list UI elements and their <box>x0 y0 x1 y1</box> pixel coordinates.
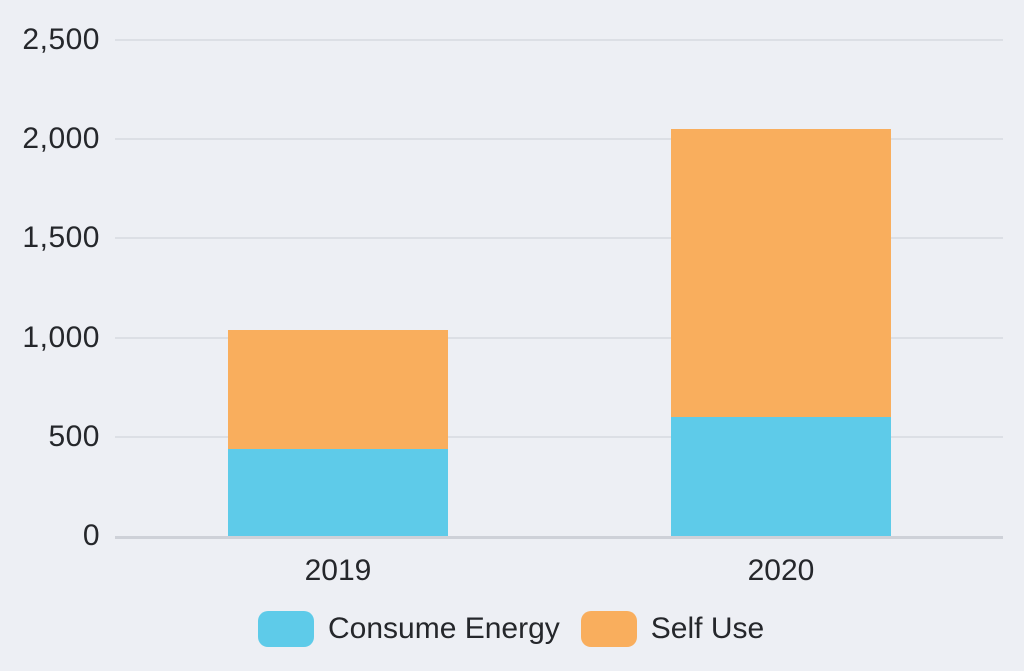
legend-swatch-consume-energy <box>258 611 314 647</box>
bar-segment-self-use-2020[interactable] <box>671 129 891 417</box>
gridline-1000 <box>115 336 1003 339</box>
bar-segment-self-use-2019[interactable] <box>228 329 448 449</box>
gridline-2500 <box>115 39 1003 41</box>
y-axis-tick-label-500: 500 <box>48 419 100 453</box>
bar-2019 <box>228 0 448 536</box>
legend-item-self-use[interactable]: Self Use <box>580 611 765 647</box>
x-axis-line <box>115 536 1003 539</box>
gridline-500 <box>115 435 1003 438</box>
y-axis-tick-label-2000: 2,000 <box>22 122 100 156</box>
legend: Consume Energy Self Use <box>258 611 764 647</box>
gridline-1500 <box>115 237 1003 240</box>
y-axis-tick-label-2500: 2,500 <box>22 23 100 56</box>
x-axis-label-2019: 2019 <box>304 554 372 587</box>
bar-segment-consume-energy-2019[interactable] <box>228 448 448 536</box>
legend-item-consume-energy[interactable]: Consume Energy <box>258 611 560 647</box>
x-axis-label-2020: 2020 <box>747 554 815 587</box>
legend-label-self-use: Self Use <box>650 612 765 645</box>
legend-label-consume-energy: Consume Energy <box>328 612 560 645</box>
y-axis-tick-label-1500: 1,500 <box>22 221 100 255</box>
bar-2020 <box>671 0 891 536</box>
y-axis-tick-label-1000: 1,000 <box>22 320 100 354</box>
y-axis-tick-label-0: 0 <box>82 519 100 552</box>
legend-swatch-self-use <box>580 611 637 647</box>
gridline-2000 <box>115 138 1003 141</box>
bar-segment-consume-energy-2020[interactable] <box>671 416 891 536</box>
